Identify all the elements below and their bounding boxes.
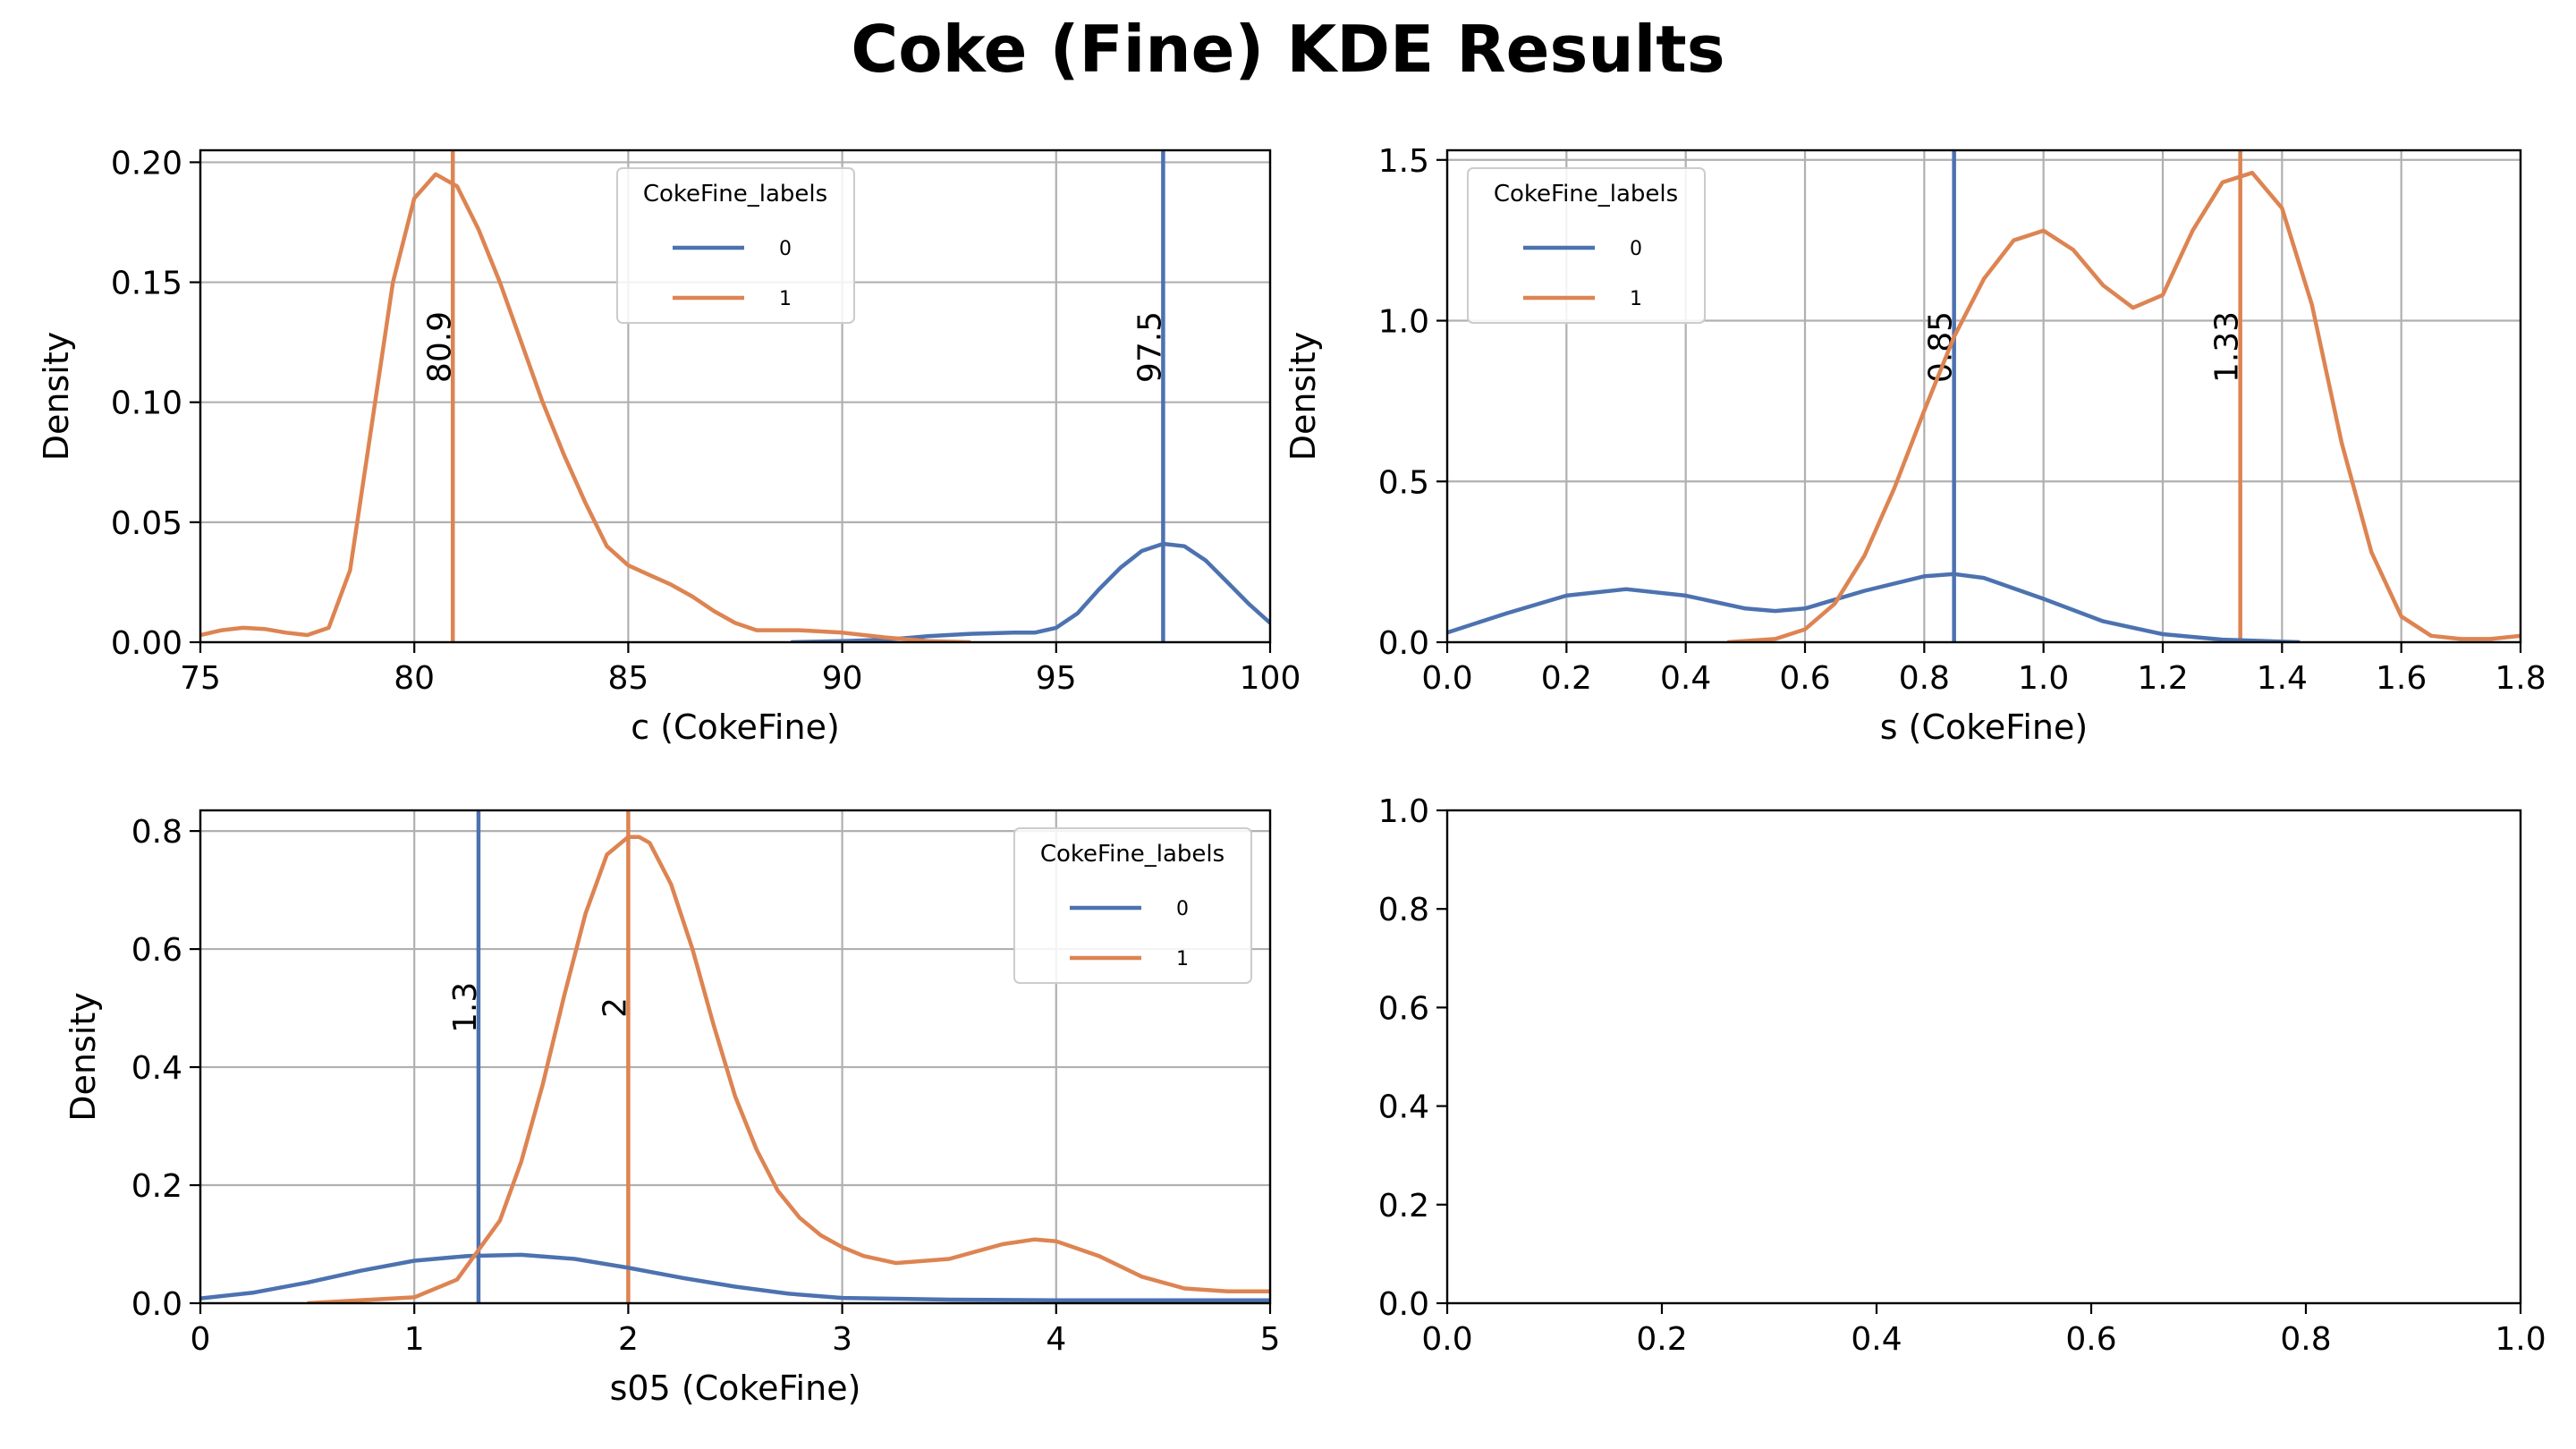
kde-curve-1 [1727,170,2521,642]
y-tick-label: 0.15 [111,266,182,302]
y-tick-label: 0.10 [111,386,182,422]
legend-box [1013,827,1252,984]
y-tick-label: 0.0 [131,1286,182,1323]
legend: CokeFine_labels 0 1 [616,167,855,324]
x-tick-label: 1.0 [2495,1321,2546,1358]
legend: CokeFine_labels 0 1 [1013,827,1252,984]
x-tick-label: 0.8 [1899,660,1950,697]
figure-title: Coke (Fine) KDE Results [851,12,1724,87]
x-tick-label: 0.4 [1851,1321,1902,1358]
series-layer [200,172,1270,642]
legend-box [616,167,855,324]
x-tick-label: 100 [1240,660,1301,697]
x-tick-label: 80 [394,660,435,697]
legend-entry-label: 1 [1176,948,1189,970]
subplot-2: 0.85 1.330.0 0.2 0.4 0.6 0.8 1.0 1.2 1.4 1.6 1.80.… [1284,143,2546,747]
y-tick-label: 0.20 [111,145,182,182]
subplot-4: 0.0 0.2 0.4 0.6 0.8 1.0 0.0 0.2 0.4 0.6 0.8 1.0 [1378,793,2546,1358]
subplot-3: 1.3 2 0 1 2 3 4 5 0.0 0.2 0.4 0.6 0.8 s05 (CokeFine) D… [64,809,1281,1408]
axes-frame [1445,809,2522,1305]
y-axis-label: Density [1284,332,1323,461]
x-tick-label: 0.0 [1421,660,1472,697]
median-label: 97.5 [1131,311,1168,383]
x-tick-label: 0 [191,1321,211,1358]
kde-curve-1 [307,835,1270,1303]
x-tick-label: 75 [180,660,221,697]
x-tick-label: 1.6 [2376,660,2427,697]
x-tick-label: 0.2 [1541,660,1592,697]
x-tick-label: 1.0 [2018,660,2069,697]
axes-frame [199,809,1272,1305]
y-tick-label: 1.5 [1378,143,1429,180]
legend-entry-label: 0 [779,238,792,260]
axes-frame [1445,148,2522,644]
y-tick-label: 0.4 [1378,1089,1429,1126]
y-tick-label: 0.8 [1378,892,1429,928]
x-tick-label: 1.2 [2137,660,2188,697]
legend-entry-label: 0 [1630,238,1642,260]
y-tick-label: 0.0 [1378,625,1429,662]
series-layer [200,835,1270,1303]
legend-title: CokeFine_labels [1494,181,1678,208]
legend-entry-label: 1 [1630,288,1642,310]
x-tick-label: 0.8 [2280,1321,2331,1358]
y-tick-label: 0.5 [1378,464,1429,501]
x-tick-label: 0.6 [2065,1321,2116,1358]
kde-curve-1 [200,172,971,642]
median-label: 80.9 [421,311,458,383]
legend-title: CokeFine_labels [643,181,827,208]
x-axis-label: s05 (CokeFine) [610,1368,861,1408]
x-tick-label: 0.2 [1636,1321,1687,1358]
y-tick-label: 0.2 [131,1168,182,1205]
y-tick-label: 0.6 [131,932,182,969]
x-tick-label: 85 [607,660,648,697]
kde-curve-0 [1447,572,2301,642]
legend-entry-label: 1 [779,288,792,310]
x-axis-label: c (CokeFine) [631,708,840,747]
axes-frame [199,148,1272,644]
y-tick-label: 0.05 [111,505,182,542]
y-axis-label: Density [64,992,103,1121]
x-tick-label: 1.8 [2495,660,2546,697]
y-tick-label: 0.6 [1378,990,1429,1027]
y-tick-label: 1.0 [1378,304,1429,341]
x-axis-label: s (CokeFine) [1880,708,2088,747]
y-tick-label: 0.2 [1378,1188,1429,1224]
y-tick-label: 0.0 [1378,1286,1429,1323]
median-label: 1.33 [2209,311,2246,383]
x-tick-label: 3 [832,1321,852,1358]
legend-box [1467,167,1706,324]
x-tick-label: 1 [404,1321,425,1358]
x-tick-label: 0.6 [1779,660,1830,697]
x-tick-label: 1.4 [2257,660,2308,697]
subplot-1: 80.9 97.5 75 80 85 90 95 100 0.00 0.05 0.10 0.15 0.2… [37,145,1301,747]
series-layer [1447,170,2521,642]
legend: CokeFine_labels 0 1 [1467,167,1706,324]
y-axis-label: Density [37,332,76,461]
x-tick-label: 4 [1046,1321,1066,1358]
y-tick-label: 0.4 [131,1050,182,1087]
median-label: 1.3 [447,982,484,1033]
kde-curve-0 [200,1252,1270,1302]
y-tick-label: 0.00 [111,625,182,662]
x-tick-label: 5 [1260,1321,1281,1358]
x-tick-label: 90 [822,660,863,697]
legend-title: CokeFine_labels [1040,841,1224,868]
kde-curve-0 [791,541,1270,642]
x-tick-label: 0.4 [1660,660,1711,697]
x-tick-label: 2 [618,1321,639,1358]
y-tick-label: 1.0 [1378,793,1429,830]
legend-entry-label: 0 [1176,898,1189,920]
x-tick-label: 95 [1036,660,1077,697]
median-label: 2 [597,997,633,1018]
y-tick-label: 0.8 [131,814,182,851]
x-tick-label: 0.0 [1421,1321,1472,1358]
subplot-grid: 80.9 97.575 80 85 90 95 1000.000.050.100.150.2… [37,143,2546,1408]
